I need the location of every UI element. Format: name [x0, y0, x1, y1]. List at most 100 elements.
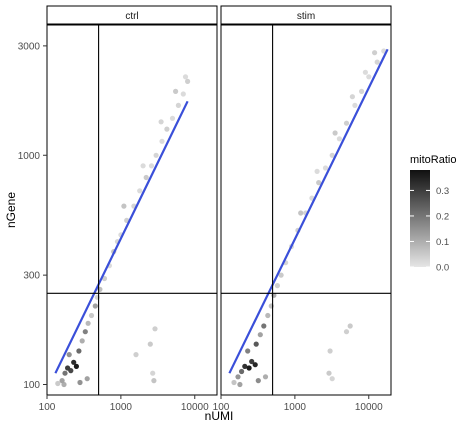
data-point [257, 332, 263, 338]
data-point [274, 283, 280, 289]
data-point [169, 115, 176, 121]
data-point [152, 326, 158, 332]
data-point [343, 329, 350, 335]
data-point [262, 374, 269, 380]
data-point [185, 78, 191, 84]
data-point [239, 368, 245, 375]
x-tick-label: 100 [39, 402, 56, 413]
data-point [362, 69, 368, 75]
strip-label-ctrl: ctrl [125, 11, 138, 22]
data-point [366, 74, 372, 80]
x-tick-label: 100 [213, 402, 230, 413]
legend-colorbar [410, 170, 430, 267]
y-tick-label: 300 [23, 271, 40, 282]
data-point [62, 370, 68, 376]
legend-tick-label: 0.2 [436, 211, 449, 222]
data-point [66, 352, 72, 358]
data-point [314, 168, 320, 174]
data-point [255, 378, 261, 384]
data-point [164, 126, 170, 132]
x-tick-label: 1000 [284, 402, 307, 413]
data-point [347, 323, 353, 329]
data-point [151, 378, 157, 384]
strip-label-stim: stim [297, 11, 315, 22]
data-point [249, 358, 255, 365]
data-point [359, 88, 365, 94]
y-tick-label: 1000 [18, 151, 41, 162]
data-point [329, 152, 335, 158]
data-point [82, 329, 88, 335]
data-point [336, 136, 342, 142]
data-point [242, 363, 248, 369]
color-legend: mitoRatio 0.0 0.1 0.2 0.3 [410, 154, 456, 274]
data-point [147, 341, 153, 347]
data-point [73, 363, 79, 369]
data-point [372, 50, 378, 56]
data-point [326, 370, 332, 376]
data-point [235, 374, 241, 380]
data-point [79, 338, 85, 344]
x-axis-ctrl: 100 1000 10000 [39, 395, 209, 413]
data-point [245, 348, 251, 354]
data-point [374, 59, 380, 65]
data-point [159, 138, 165, 144]
data-point [175, 102, 181, 108]
fit-line-ctrl [54, 100, 189, 374]
x-axis-title: nUMI [205, 409, 234, 423]
data-point [316, 180, 322, 186]
data-point [252, 362, 258, 368]
data-point [278, 272, 284, 278]
data-point [231, 379, 237, 386]
data-point [349, 94, 355, 100]
legend-tick-label: 0.0 [436, 263, 449, 274]
data-point [121, 203, 127, 209]
data-point [92, 303, 98, 309]
data-point [61, 381, 67, 388]
x-tick-label: 10000 [181, 402, 209, 413]
fit-line-stim [228, 48, 389, 374]
data-point [140, 163, 146, 169]
points-ctrl [55, 74, 191, 388]
data-point [352, 102, 358, 108]
strip-ctrl [46, 5, 218, 25]
data-point [265, 312, 271, 319]
data-point [77, 379, 83, 386]
data-point [332, 130, 338, 136]
y-axis: 100 300 1000 3000 [18, 41, 47, 391]
data-point [343, 120, 350, 126]
data-point [253, 341, 259, 347]
legend-ticks: 0.0 0.1 0.2 0.3 [410, 186, 449, 274]
data-point [153, 152, 159, 158]
data-point [143, 174, 149, 181]
data-point [76, 348, 82, 354]
data-point [237, 381, 243, 388]
data-point [85, 320, 91, 326]
data-point [329, 376, 335, 382]
data-point [298, 210, 304, 216]
data-point [158, 119, 164, 125]
data-point [88, 312, 95, 319]
x-axis-stim: 100 1000 10000 [213, 395, 383, 413]
data-point [71, 359, 77, 365]
data-point [261, 323, 267, 329]
data-point [327, 348, 333, 354]
y-tick-label: 3000 [18, 41, 41, 52]
data-point [246, 365, 252, 371]
x-tick-label: 1000 [110, 402, 133, 413]
data-point [84, 376, 90, 382]
strip-stim [220, 5, 392, 25]
data-point [55, 380, 61, 387]
y-tick-label: 100 [23, 380, 40, 391]
data-point [148, 163, 155, 169]
data-point [133, 352, 139, 358]
data-point [182, 74, 189, 80]
data-point [150, 370, 156, 376]
legend-tick-label: 0.3 [436, 186, 449, 197]
legend-tick-label: 0.1 [436, 237, 449, 248]
y-axis-title: nGene [4, 192, 18, 228]
data-point [173, 88, 179, 94]
legend-title: mitoRatio [410, 154, 456, 166]
data-point [137, 188, 143, 194]
data-point [59, 378, 65, 384]
